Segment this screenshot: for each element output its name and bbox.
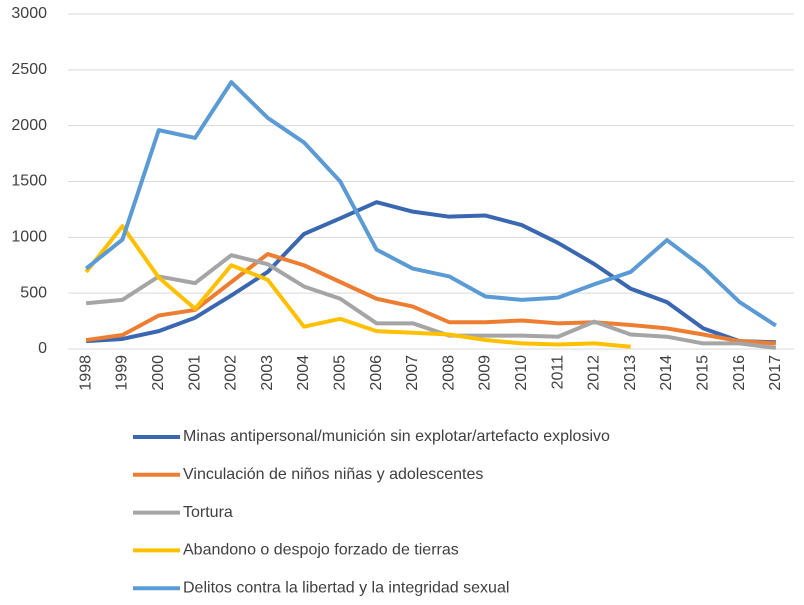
legend-label: Vinculación de niños niñas y adolescente… bbox=[183, 466, 483, 483]
x-tick-label: 2008 bbox=[440, 355, 457, 391]
series-line bbox=[84, 224, 631, 349]
x-tick-label: 2017 bbox=[767, 355, 784, 391]
x-tick-label: 2001 bbox=[186, 355, 203, 391]
y-tick-label: 3000 bbox=[11, 5, 47, 22]
x-tick-label: 2014 bbox=[658, 355, 675, 391]
x-tick-label: 2016 bbox=[731, 355, 748, 391]
y-tick-label: 2500 bbox=[11, 61, 47, 78]
series-line bbox=[86, 200, 776, 345]
x-tick-label: 2003 bbox=[259, 355, 276, 391]
legend-label: Minas antipersonal/munición sin explotar… bbox=[183, 428, 610, 445]
x-tick-label: 2011 bbox=[549, 355, 566, 390]
y-tick-label: 500 bbox=[20, 284, 47, 301]
x-tick-label: 1999 bbox=[114, 355, 131, 391]
series-line bbox=[85, 253, 777, 350]
y-tick-label: 2000 bbox=[11, 117, 47, 134]
x-tick-label: 2010 bbox=[513, 355, 530, 391]
x-tick-label: 1998 bbox=[77, 355, 94, 391]
y-tick-label: 1500 bbox=[11, 173, 47, 190]
x-tick-label: 2004 bbox=[295, 355, 312, 391]
legend-label: Delitos contra la libertad y la integrid… bbox=[183, 579, 509, 596]
series-line bbox=[84, 80, 777, 328]
x-tick-label: 2006 bbox=[368, 355, 385, 391]
legend-label: Abandono o despojo forzado de tierras bbox=[183, 542, 459, 559]
x-tick-label: 2012 bbox=[586, 355, 603, 391]
x-tick-label: 2009 bbox=[477, 355, 494, 391]
x-tick-label: 2000 bbox=[150, 355, 167, 391]
x-tick-label: 2013 bbox=[622, 355, 639, 391]
x-tick-label: 2007 bbox=[404, 355, 421, 391]
series-line bbox=[85, 252, 776, 346]
x-tick-label: 2002 bbox=[223, 355, 240, 391]
legend-label: Tortura bbox=[183, 504, 233, 521]
y-tick-label: 0 bbox=[38, 340, 47, 357]
y-tick-label: 1000 bbox=[11, 229, 47, 246]
x-tick-label: 2015 bbox=[694, 355, 711, 391]
x-tick-label: 2005 bbox=[331, 355, 348, 391]
